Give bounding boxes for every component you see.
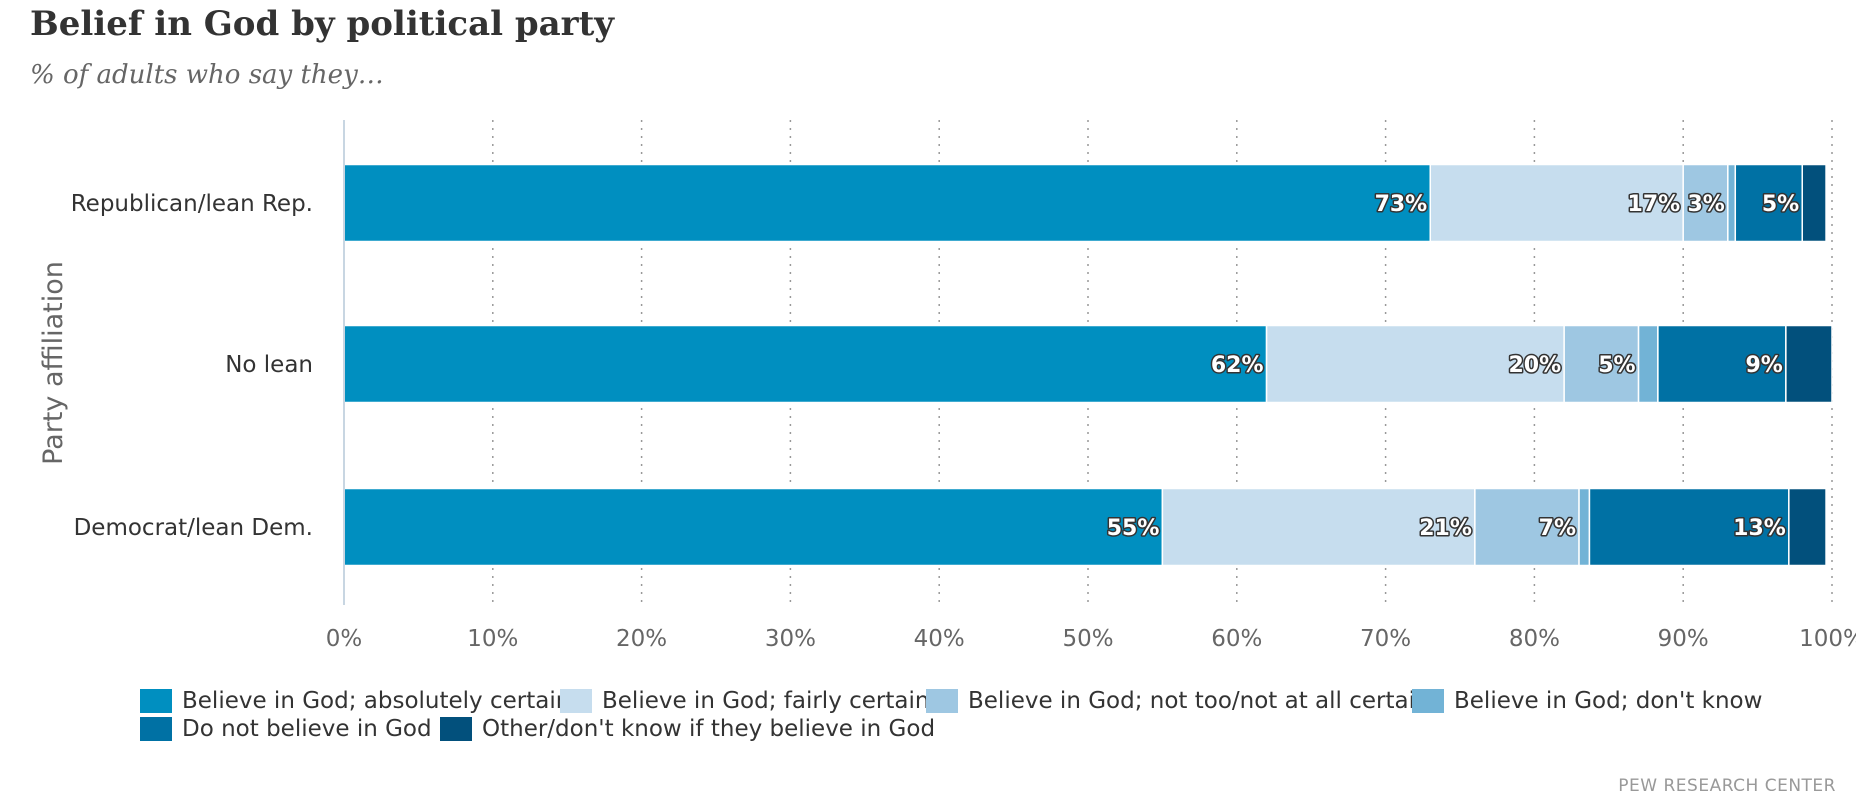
legend: Believe in God; absolutely certain Believ… <box>140 688 1762 742</box>
x-tick-label: 20% <box>616 626 667 652</box>
legend-label: Other/don't know if they believe in God <box>482 716 935 742</box>
legend-swatch <box>560 689 592 713</box>
bar-segment <box>343 163 1431 243</box>
data-label: 9% <box>1746 353 1783 378</box>
category-label: No lean <box>225 352 313 378</box>
bar-segment <box>1637 324 1659 404</box>
data-label: 21% <box>1419 516 1472 541</box>
chart-title: Belief in God by political party <box>30 4 615 44</box>
x-tick-label: 50% <box>1062 626 1113 652</box>
legend-swatch <box>1412 689 1444 713</box>
data-label: 7% <box>1539 516 1576 541</box>
x-tick-label: 90% <box>1658 626 1709 652</box>
axes: 0% 10% 20% 30% 40% 50% 60% 70% 80% 90% 100% Party a… <box>38 120 1856 652</box>
category-label: Democrat/lean Dem. <box>74 515 313 541</box>
bar-segment <box>1801 163 1827 243</box>
x-tick-label: 40% <box>914 626 965 652</box>
bar-segment <box>1429 163 1684 243</box>
x-tick-label: 80% <box>1509 626 1560 652</box>
bar-segment <box>1578 487 1591 567</box>
bar-segment <box>1734 163 1803 243</box>
y-axis-title: Party affiliation <box>38 261 69 465</box>
bar-segment <box>1788 487 1827 567</box>
legend-swatch <box>926 689 958 713</box>
x-tick-label: 10% <box>467 626 518 652</box>
data-label: 20% <box>1508 353 1561 378</box>
x-tick-label: 30% <box>765 626 816 652</box>
x-tick-label: 60% <box>1211 626 1262 652</box>
bar-segment <box>1657 324 1787 404</box>
legend-label: Do not believe in God <box>182 716 432 742</box>
legend-label: Believe in God; absolutely certain <box>182 688 570 714</box>
bar-segment <box>1785 324 1833 404</box>
bar-segment <box>1588 487 1790 567</box>
bar-segment <box>343 324 1268 404</box>
legend-label: Believe in God; not too/not at all certa… <box>968 688 1430 714</box>
legend-swatch <box>140 689 172 713</box>
data-label: 73% <box>1375 192 1428 217</box>
source-credit: PEW RESEARCH CENTER <box>1618 776 1836 796</box>
chart-subtitle: % of adults who say they… <box>30 60 384 90</box>
legend-swatch <box>140 717 172 741</box>
bar-segment <box>343 487 1164 567</box>
data-label: 62% <box>1211 353 1264 378</box>
data-label: 55% <box>1107 516 1160 541</box>
data-labels: 73% 17% 3% 5% 62% 20% 5% 9% 55% 21% 7% 13% <box>1105 191 1801 543</box>
bar-segment <box>1265 324 1565 404</box>
data-label: 5% <box>1598 353 1635 378</box>
category-label: Republican/lean Rep. <box>71 191 313 217</box>
data-label: 13% <box>1733 516 1786 541</box>
legend-label: Believe in God; don't know <box>1454 688 1762 714</box>
legend-swatch <box>440 717 472 741</box>
data-label: 5% <box>1762 192 1799 217</box>
x-tick-label: 70% <box>1360 626 1411 652</box>
legend-label: Believe in God; fairly certain <box>602 688 929 714</box>
x-tick-label: 0% <box>326 626 363 652</box>
bar-segment <box>1727 163 1737 243</box>
bar-segment <box>1563 324 1640 404</box>
data-label: 3% <box>1687 192 1724 217</box>
data-label: 17% <box>1628 192 1681 217</box>
x-tick-label: 100% <box>1799 626 1856 652</box>
bar-segment <box>1161 487 1476 567</box>
